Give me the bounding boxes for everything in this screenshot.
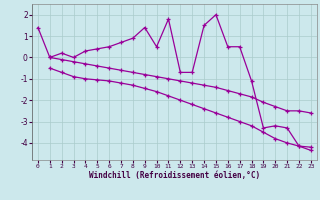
X-axis label: Windchill (Refroidissement éolien,°C): Windchill (Refroidissement éolien,°C): [89, 171, 260, 180]
